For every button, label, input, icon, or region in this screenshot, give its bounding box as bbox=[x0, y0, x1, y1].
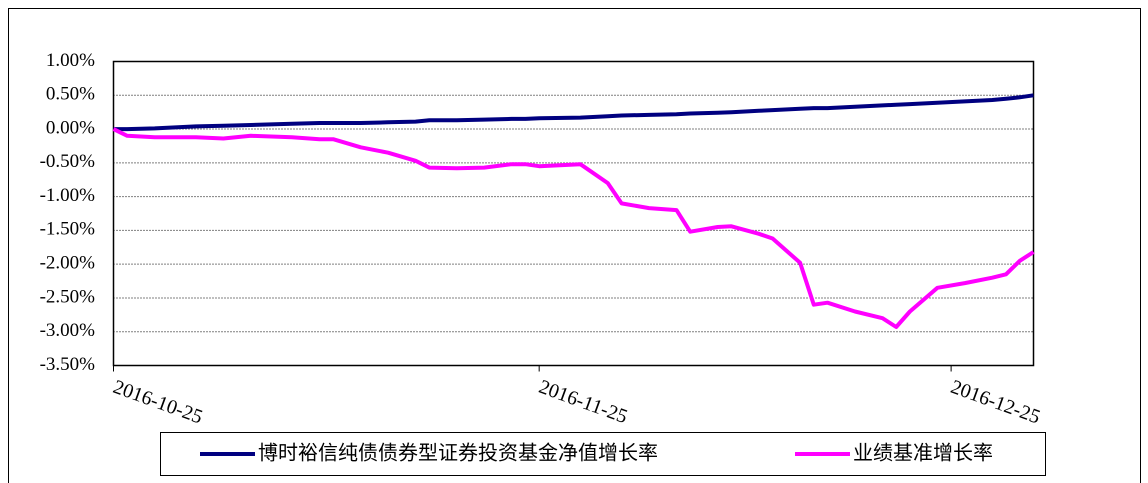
x-tick-label: 2016-12-25 bbox=[948, 376, 1043, 429]
y-tick-label: -2.50% bbox=[40, 286, 96, 307]
series-line bbox=[113, 93, 1034, 132]
series-line bbox=[112, 127, 1035, 329]
y-tick-label: -1.00% bbox=[40, 185, 96, 206]
legend-label: 业绩基准增长率 bbox=[853, 442, 993, 465]
y-tick-label: -2.00% bbox=[40, 253, 96, 274]
chart-frame bbox=[8, 8, 1141, 483]
x-tick-label: 2016-10-25 bbox=[110, 376, 205, 429]
x-tick-label: 2016-11-25 bbox=[536, 376, 631, 428]
y-tick-label: -0.50% bbox=[40, 151, 96, 172]
y-tick-label: 1.00% bbox=[46, 50, 95, 71]
y-tick-label: -3.00% bbox=[40, 320, 96, 341]
y-tick-label: -1.50% bbox=[40, 219, 96, 240]
plot-area bbox=[112, 60, 1035, 367]
legend-box bbox=[160, 432, 1046, 476]
y-tick-label: 0.00% bbox=[46, 117, 95, 138]
y-tick-label: -3.50% bbox=[40, 354, 96, 375]
legend-label: 博时裕信纯债债券型证券投资基金净值增长率 bbox=[258, 442, 658, 465]
y-tick-label: 0.50% bbox=[46, 84, 95, 105]
